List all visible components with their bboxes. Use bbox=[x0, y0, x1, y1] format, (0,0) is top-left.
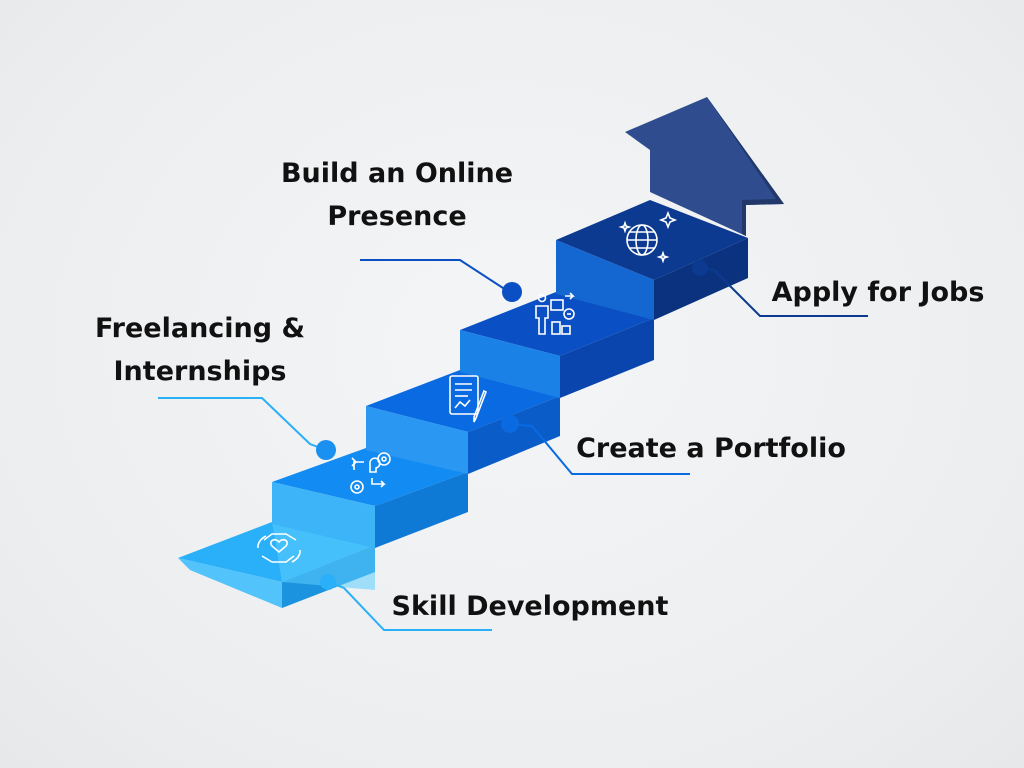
hands-heart-icon bbox=[257, 533, 301, 563]
connector-online-presence bbox=[360, 259, 522, 302]
label-skill-development: Skill Development bbox=[391, 591, 669, 622]
connector-freelancing bbox=[158, 397, 336, 460]
globe-sparkle-icon bbox=[618, 210, 678, 264]
presenter-chart-icon bbox=[535, 292, 575, 335]
step-build-online-presence bbox=[460, 292, 654, 398]
label-freelancing-internships: Freelancing & Internships bbox=[94, 313, 306, 387]
label-build-online-presence: Build an Online Presence bbox=[280, 158, 514, 232]
label-apply-for-jobs: Apply for Jobs bbox=[771, 277, 985, 308]
document-chart-icon bbox=[449, 375, 488, 423]
label-create-portfolio: Create a Portfolio bbox=[576, 433, 846, 464]
step-freelancing-internships bbox=[272, 448, 468, 548]
connector-apply-jobs bbox=[692, 260, 868, 317]
step-create-portfolio bbox=[366, 370, 560, 474]
up-arrow-icon bbox=[625, 97, 784, 236]
connector-portfolio bbox=[501, 415, 690, 475]
gears-lightbulb-icon bbox=[350, 452, 391, 494]
connector-skill-development bbox=[320, 574, 492, 631]
